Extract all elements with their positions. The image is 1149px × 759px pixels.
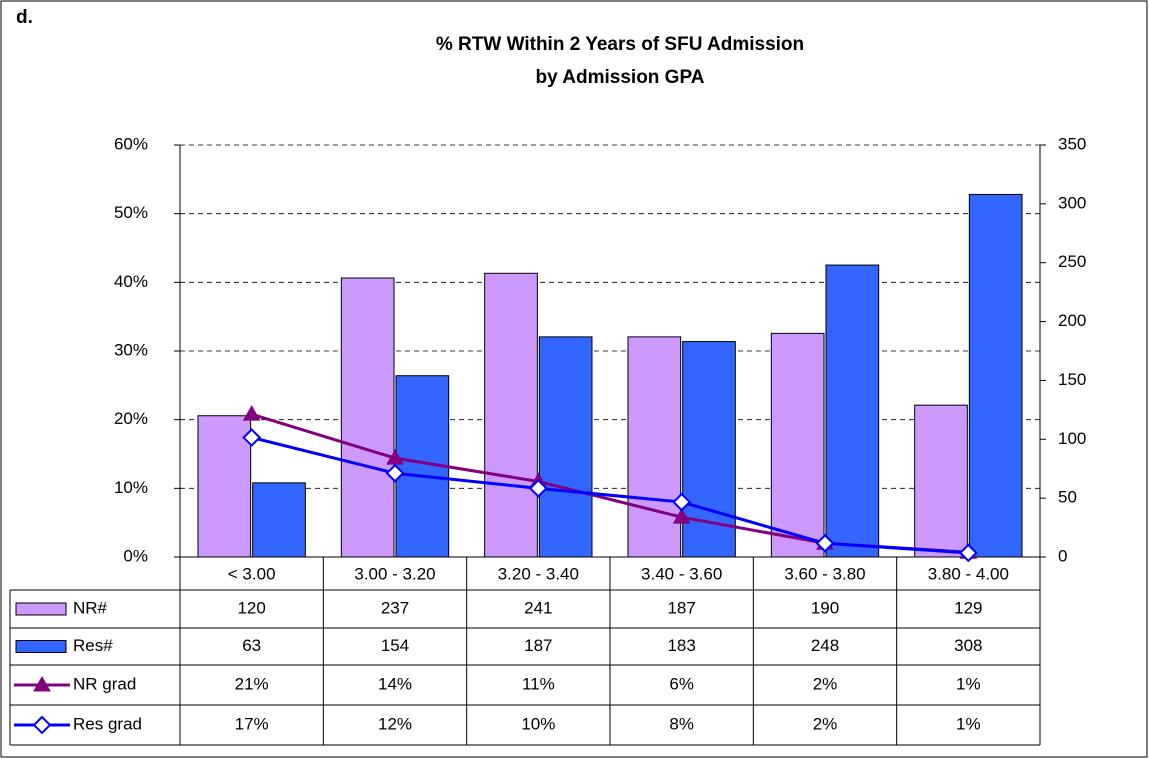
table-cell: 17% xyxy=(235,714,269,733)
line-marker xyxy=(242,405,261,421)
y-tick-label: 20% xyxy=(114,409,148,428)
bar xyxy=(914,404,968,558)
x-tick-label: 3.00 - 3.20 xyxy=(354,564,435,583)
table-cell: 12% xyxy=(378,714,412,733)
table-cell: 6% xyxy=(669,674,694,693)
line-marker xyxy=(958,543,978,563)
table-cell: 187 xyxy=(667,598,695,617)
line-marker xyxy=(528,478,548,498)
bar xyxy=(538,336,593,558)
bar xyxy=(197,415,252,558)
y2-tick-label: 200 xyxy=(1058,311,1086,330)
line-marker xyxy=(815,533,835,553)
bar xyxy=(252,482,306,558)
table-cell: 187 xyxy=(524,636,552,655)
table-cell: 248 xyxy=(811,636,839,655)
panel-label: d. xyxy=(16,7,33,28)
table-cell: 241 xyxy=(524,598,552,617)
line-marker xyxy=(385,463,405,483)
table-cell: 154 xyxy=(381,636,409,655)
bar xyxy=(968,193,1023,558)
y-tick-label: 30% xyxy=(114,340,148,359)
table-cell: 1% xyxy=(956,714,981,733)
y2-tick-label: 0 xyxy=(1058,546,1067,565)
table-cell: 11% xyxy=(522,674,555,693)
line-marker xyxy=(33,675,51,692)
bar xyxy=(770,332,825,558)
y2-tick-label: 350 xyxy=(1058,134,1086,153)
x-tick-label: 3.20 - 3.40 xyxy=(498,564,579,583)
bar xyxy=(627,336,682,558)
y-tick-label: 0% xyxy=(123,546,148,565)
chart-title: % RTW Within 2 Years of SFU Admission xyxy=(436,34,804,55)
legend-label: NR# xyxy=(73,598,108,617)
y-tick-label: 50% xyxy=(114,203,148,222)
y2-tick-label: 50 xyxy=(1058,488,1077,507)
y-tick-label: 60% xyxy=(114,134,148,153)
legend-swatch xyxy=(15,640,67,653)
table-cell: 308 xyxy=(954,636,982,655)
y2-tick-label: 100 xyxy=(1058,429,1086,448)
legend-label: Res# xyxy=(73,636,113,655)
table-cell: 2% xyxy=(813,674,838,693)
table-cell: 120 xyxy=(237,598,265,617)
table-cell: 183 xyxy=(667,636,695,655)
table-cell: 2% xyxy=(813,714,838,733)
y2-tick-label: 150 xyxy=(1058,370,1086,389)
line-marker xyxy=(672,492,692,512)
y2-tick-label: 300 xyxy=(1058,193,1086,212)
legend-label: Res grad xyxy=(73,714,142,733)
table-cell: 129 xyxy=(954,598,982,617)
y2-tick-label: 250 xyxy=(1058,252,1086,271)
x-tick-label: 3.80 - 4.00 xyxy=(928,564,1009,583)
y-tick-label: 40% xyxy=(114,272,148,291)
table-cell: 8% xyxy=(669,714,694,733)
line xyxy=(251,436,969,555)
line-marker xyxy=(672,508,691,524)
table-cell: 10% xyxy=(521,714,555,733)
table-cell: 21% xyxy=(235,674,269,693)
table-cell: 190 xyxy=(811,598,839,617)
bar xyxy=(340,277,395,558)
table-cell: 237 xyxy=(381,598,409,617)
chart-title: by Admission GPA xyxy=(536,67,705,88)
line-marker xyxy=(242,428,262,447)
legend-label: NR grad xyxy=(73,674,136,693)
line-marker xyxy=(32,715,52,735)
table-cell: 63 xyxy=(242,636,261,655)
y-tick-label: 10% xyxy=(114,478,148,497)
x-tick-label: < 3.00 xyxy=(228,564,276,583)
bar xyxy=(484,272,538,558)
table-cell: 1% xyxy=(956,674,981,693)
table-cell: 14% xyxy=(378,674,412,693)
x-tick-label: 3.40 - 3.60 xyxy=(641,564,722,583)
legend-swatch xyxy=(15,602,67,616)
bar xyxy=(825,264,880,558)
x-tick-label: 3.60 - 3.80 xyxy=(784,564,865,583)
